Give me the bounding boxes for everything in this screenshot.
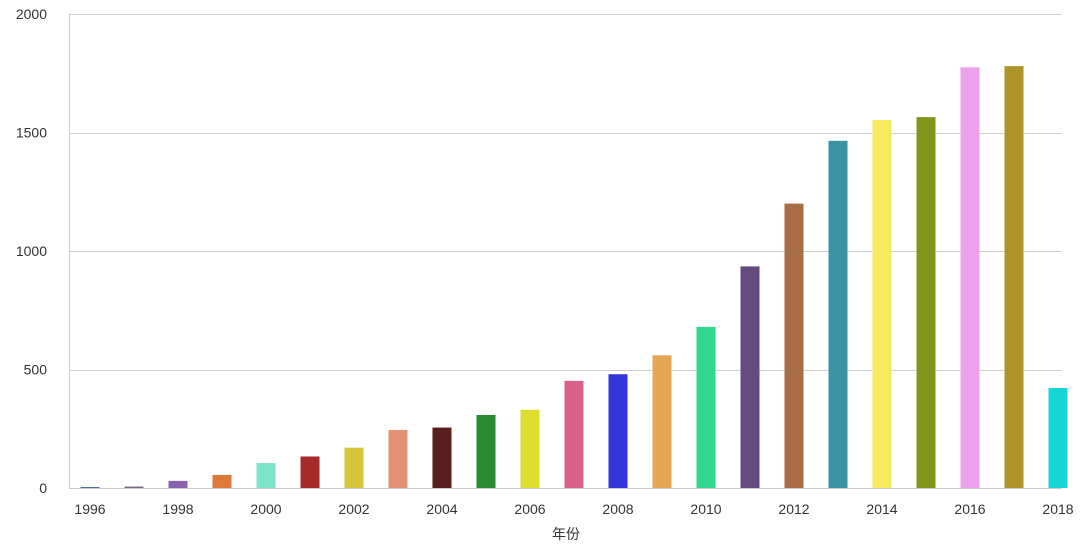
bar-2000[interactable] bbox=[256, 463, 276, 488]
y-tick-labels: 0 500 1000 1500 2000 bbox=[16, 6, 47, 496]
bar-2014[interactable] bbox=[872, 119, 892, 489]
bar-2013[interactable] bbox=[828, 140, 848, 489]
bar-2009[interactable] bbox=[652, 355, 672, 488]
x-tick-label: 1996 bbox=[74, 501, 105, 517]
x-tick-labels: 1996 1998 2000 2002 2004 2006 2008 2010 2012 2014… bbox=[74, 501, 1073, 517]
x-tick-label: 2012 bbox=[778, 501, 809, 517]
bar-2003[interactable] bbox=[388, 429, 408, 488]
y-tick-label: 1500 bbox=[16, 125, 47, 141]
bar-1998[interactable] bbox=[168, 480, 188, 488]
y-tick-label: 0 bbox=[39, 480, 47, 496]
x-tick-label: 2006 bbox=[514, 501, 545, 517]
x-tick-label: 2008 bbox=[602, 501, 633, 517]
bar-2002[interactable] bbox=[344, 447, 364, 488]
bar-2015[interactable] bbox=[916, 117, 936, 488]
bar-2004[interactable] bbox=[432, 427, 452, 488]
bar-2006[interactable] bbox=[520, 409, 540, 488]
bar-2011[interactable] bbox=[740, 266, 760, 488]
grid-lines bbox=[69, 14, 1062, 371]
bar-2007[interactable] bbox=[564, 380, 584, 488]
bar-2016[interactable] bbox=[960, 67, 980, 488]
bar-2017[interactable] bbox=[1004, 66, 1024, 488]
bar-2012[interactable] bbox=[784, 203, 804, 488]
bar-1996[interactable] bbox=[80, 487, 100, 488]
bar-1997[interactable] bbox=[124, 486, 144, 488]
bar-2001[interactable] bbox=[300, 456, 320, 488]
x-tick-label: 2014 bbox=[866, 501, 897, 517]
bar-1999[interactable] bbox=[212, 474, 232, 488]
bar-2005[interactable] bbox=[476, 415, 496, 488]
bar-2018[interactable] bbox=[1048, 387, 1068, 488]
x-tick-label: 2010 bbox=[690, 501, 721, 517]
x-tick-label: 2004 bbox=[426, 501, 457, 517]
y-tick-label: 500 bbox=[24, 362, 48, 378]
x-tick-label: 2000 bbox=[250, 501, 281, 517]
x-tick-label: 2002 bbox=[338, 501, 369, 517]
x-tick-label: 2016 bbox=[954, 501, 985, 517]
y-tick-label: 1000 bbox=[16, 243, 47, 259]
bars bbox=[80, 66, 1068, 489]
axes bbox=[69, 14, 1062, 489]
x-tick-label: 2018 bbox=[1042, 501, 1073, 517]
bar-2010[interactable] bbox=[696, 326, 716, 488]
x-tick-label: 1998 bbox=[162, 501, 193, 517]
y-tick-label: 2000 bbox=[16, 6, 47, 22]
x-axis-title: 年份 bbox=[552, 527, 580, 543]
bar-2008[interactable] bbox=[608, 374, 628, 488]
